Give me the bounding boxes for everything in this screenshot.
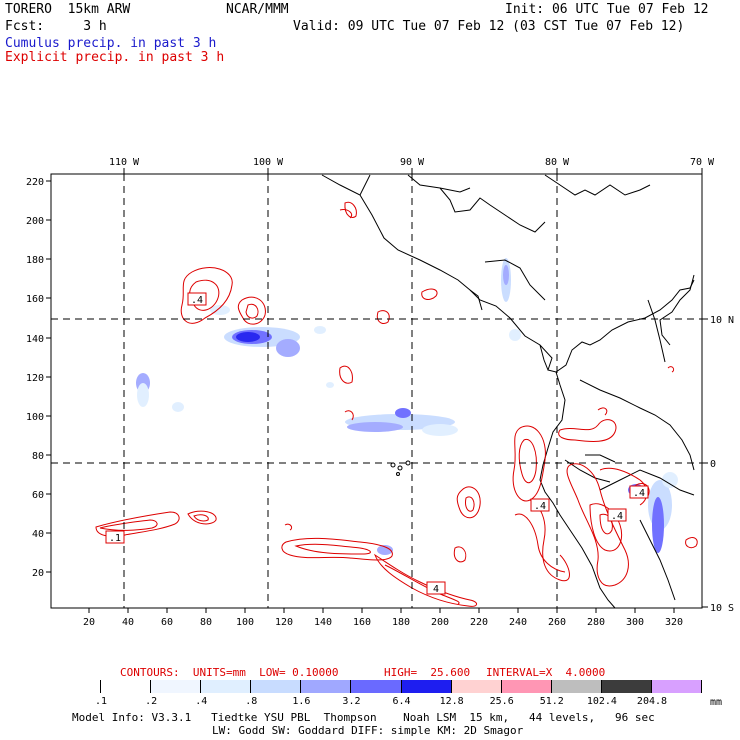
- colorbar-cell: [301, 680, 352, 693]
- bottom-axis-label: 260: [548, 617, 566, 628]
- top-axis-label: 80 W: [545, 157, 570, 168]
- init-time: Init: 06 UTC Tue 07 Feb 12: [505, 2, 709, 17]
- colorbar-cell: [601, 680, 652, 693]
- coastlines: [321, 174, 695, 609]
- top-axis-label: 100 W: [253, 157, 284, 168]
- cumulus-precip-shading: [136, 258, 678, 555]
- colorbar-cell: [651, 680, 702, 693]
- right-ticks: [702, 318, 708, 608]
- colorbar-label: 204.8: [636, 696, 668, 707]
- colorbar-cell: [51, 680, 102, 693]
- bottom-axis-label: 100: [236, 617, 254, 628]
- bottom-axis-label: 60: [161, 617, 173, 628]
- bottom-axis-label: 80: [200, 617, 212, 628]
- contour-label-boxes: [105, 292, 649, 595]
- top-axis-label: 70 W: [690, 157, 715, 168]
- colorbar-label: 12.8: [439, 696, 464, 707]
- left-axis-label: 120: [26, 373, 44, 384]
- bottom-axis-label: 20: [83, 617, 95, 628]
- organization: NCAR/MMM: [226, 2, 289, 17]
- model-info: Model Info: V3.3.1 Tiedtke YSU PBL Thomp…: [72, 711, 655, 724]
- left-axis-label: 160: [26, 294, 44, 305]
- explicit-precip-contours: [95, 201, 698, 607]
- colorbar-label: .4: [195, 696, 208, 707]
- colorbar-label: 1.6: [292, 696, 311, 707]
- contour-high: HIGH= 25.600: [384, 666, 471, 679]
- contour-label: 4: [433, 584, 439, 595]
- left-axis-label: 100: [26, 412, 44, 423]
- left-axis-label: 40: [32, 529, 44, 540]
- contour-label: .4: [633, 488, 645, 499]
- plot-frame: [50, 173, 703, 609]
- model-physics: LW: Godd SW: Goddard DIFF: simple KM: 2D…: [212, 724, 524, 737]
- colorbar-label: 102.4: [586, 696, 617, 707]
- colorbar-label: .8: [245, 696, 258, 707]
- bottom-axis-label: 220: [470, 617, 488, 628]
- colorbar-cell: [451, 680, 502, 693]
- colorbar-label: 6.4: [392, 696, 411, 707]
- left-axis-label: 140: [26, 334, 44, 345]
- bottom-axis-label: 40: [122, 617, 134, 628]
- colorbar-cell: [151, 680, 202, 693]
- left-axis-label: 200: [26, 216, 44, 227]
- colorbar-cell: [101, 680, 152, 693]
- bottom-ticks: [88, 608, 675, 613]
- bottom-axis-label: 200: [431, 617, 449, 628]
- colorbar-unit: mm: [710, 697, 723, 708]
- cumulus-precip-title: Cumulus precip. in past 3 h: [5, 36, 217, 51]
- colorbar-cell: [501, 680, 552, 693]
- bottom-axis-label: 140: [314, 617, 332, 628]
- colorbar-cell: [251, 680, 302, 693]
- colorbar-label: .2: [145, 696, 158, 707]
- left-axis-label: 220: [26, 177, 44, 188]
- colorbar-cell: [201, 680, 252, 693]
- left-axis-label: 20: [32, 568, 44, 579]
- bottom-axis-label: 300: [626, 617, 644, 628]
- bottom-axis-label: 180: [392, 617, 410, 628]
- valid-time: Valid: 09 UTC Tue 07 Feb 12 (03 CST Tue …: [293, 19, 685, 34]
- bottom-axis-label: 240: [509, 617, 527, 628]
- left-ticks: [46, 180, 51, 573]
- colorbar-label: 51.2: [539, 696, 564, 707]
- right-axis-label: 10 S: [710, 603, 734, 614]
- top-axis-label: 110 W: [109, 157, 140, 168]
- contour-label: .1: [109, 533, 121, 544]
- colorbar-label: 3.2: [342, 696, 361, 707]
- model-name: TORERO 15km ARW: [5, 2, 131, 17]
- contour-info: CONTOURS: UNITS=mm LOW= 0.10000: [120, 666, 339, 679]
- lat-lon-grid: [51, 174, 702, 608]
- left-axis-label: 80: [32, 451, 44, 462]
- top-axis-label: 90 W: [400, 157, 425, 168]
- colorbar-cell: [401, 680, 452, 693]
- colorbar-cell: [551, 680, 602, 693]
- left-axis-label: 180: [26, 255, 44, 266]
- contour-label: .4: [534, 501, 546, 512]
- right-axis-label: 10 N: [710, 315, 734, 326]
- bottom-axis-label: 120: [275, 617, 293, 628]
- left-axis-label: 60: [32, 490, 44, 501]
- forecast-hour: Fcst: 3 h: [5, 19, 107, 34]
- explicit-precip-title: Explicit precip. in past 3 h: [5, 50, 225, 65]
- contour-label: .4: [191, 295, 203, 306]
- bottom-axis-label: 320: [665, 617, 683, 628]
- colorbar-cell: [351, 680, 402, 693]
- bottom-axis-label: 160: [353, 617, 371, 628]
- contour-label: .4: [611, 511, 623, 522]
- top-ticks: [123, 168, 703, 174]
- right-axis-label: 0: [710, 459, 716, 470]
- bottom-axis-label: 280: [587, 617, 605, 628]
- colorbar-label: .1: [95, 696, 108, 707]
- colorbar-label: 25.6: [489, 696, 514, 707]
- contour-interval: INTERVAL=X 4.0000: [486, 666, 606, 679]
